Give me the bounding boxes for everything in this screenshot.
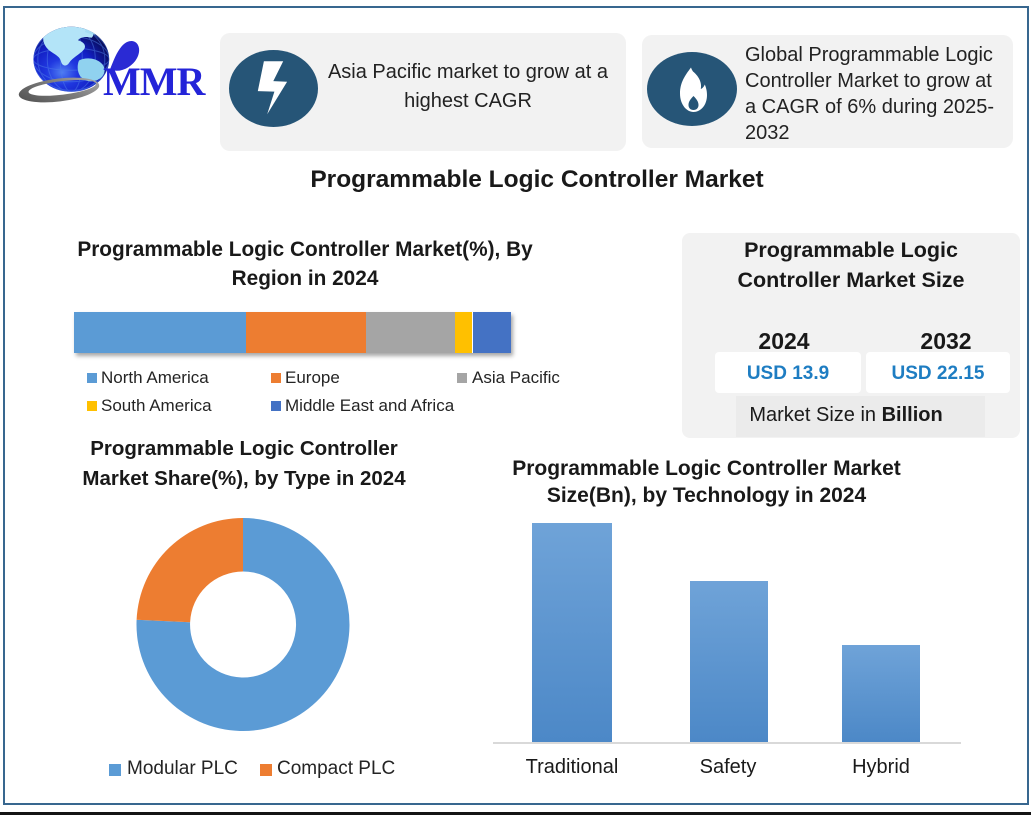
svg-text:MMR: MMR <box>103 59 207 104</box>
